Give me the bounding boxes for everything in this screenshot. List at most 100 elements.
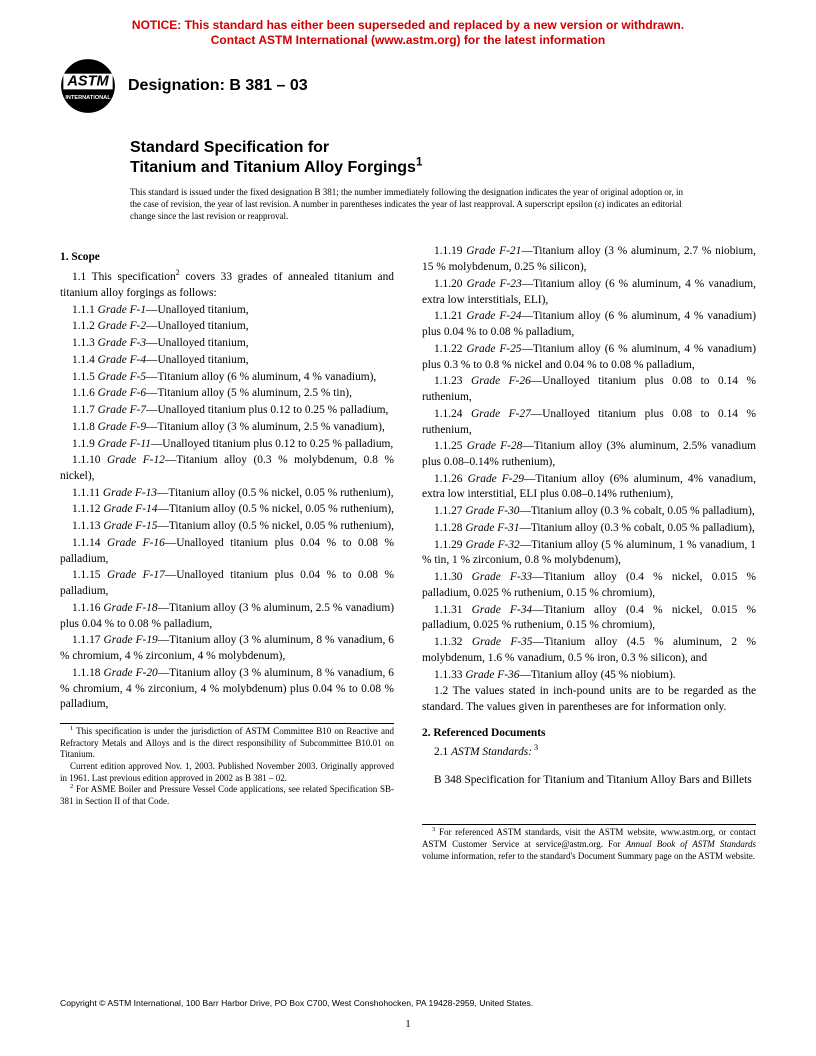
grade-number: 1.1.17 [72,634,103,646]
grade-name: Grade F-7 [98,404,146,416]
grade-name: Grade F-9 [98,421,146,433]
grade-name: Grade F-6 [98,387,146,399]
title-main: Titanium and Titanium Alloy Forgings1 [130,158,756,178]
grade-name: Grade F-35 [472,636,533,648]
grade-name: Grade F-27 [471,408,531,420]
grade-number: 1.1.2 [72,320,98,332]
fn3-i: Annual Book of ASTM Standards [626,839,756,849]
ref-heading: 2. Referenced Documents [422,726,756,742]
scope-heading: 1. Scope [60,250,394,266]
grade-name: Grade F-5 [98,371,146,383]
grade-item: 1.1.16 Grade F-18—Titanium alloy (3 % al… [60,601,394,632]
grade-item: 1.1.8 Grade F-9—Titanium alloy (3 % alum… [60,420,394,436]
grade-item: 1.1.27 Grade F-30—Titanium alloy (0.3 % … [422,504,756,520]
grade-name: Grade F-3 [98,337,146,349]
grade-name: Grade F-26 [471,375,531,387]
grade-number: 1.1.12 [72,503,103,515]
grade-name: Grade F-32 [465,539,519,551]
grade-name: Grade F-14 [103,503,157,515]
grade-number: 1.1.10 [72,454,107,466]
grade-item: 1.1.21 Grade F-24—Titanium alloy (6 % al… [422,309,756,340]
grade-name: Grade F-4 [98,354,146,366]
left-column: 1. Scope 1.1 This specification2 covers … [60,244,394,862]
grade-name: Grade F-16 [107,537,165,549]
footnotes-left: 1 This specification is under the jurisd… [60,723,394,808]
fn3-b: volume information, refer to the standar… [422,851,755,861]
grade-name: Grade F-28 [467,440,523,452]
footnote-1: 1 This specification is under the jurisd… [60,726,394,761]
footnote-3: 3 For referenced ASTM standards, visit t… [422,827,756,862]
grade-name: Grade F-25 [466,343,521,355]
footnote-2: 2 For ASME Boiler and Pressure Vessel Co… [60,784,394,807]
grade-number: 1.1.33 [434,669,465,681]
grade-item: 1.1.24 Grade F-27—Unalloyed titanium plu… [422,407,756,438]
svg-text:ASTM: ASTM [66,73,109,89]
grade-desc: —Titanium alloy (0.5 % nickel, 0.05 % ru… [157,487,394,499]
left-grade-list: 1.1.1 Grade F-1—Unalloyed titanium,1.1.2… [60,303,394,713]
grade-name: Grade F-19 [103,634,157,646]
title-super: 1 [416,157,422,169]
designation: Designation: B 381 – 03 [128,77,308,95]
fn1-text: This specification is under the jurisdic… [60,726,394,759]
grade-item: 1.1.12 Grade F-14—Titanium alloy (0.5 % … [60,502,394,518]
grade-number: 1.1.6 [72,387,98,399]
grade-number: 1.1.22 [434,343,466,355]
title-prefix: Standard Specification for [130,138,756,158]
grade-number: 1.1.32 [434,636,472,648]
grade-number: 1.1.9 [72,438,98,450]
grade-number: 1.1.7 [72,404,98,416]
grade-number: 1.1.5 [72,371,98,383]
ref-item: B 348 Specification for Titanium and Tit… [444,773,756,789]
grade-number: 1.1.29 [434,539,465,551]
grade-number: 1.1.18 [72,667,103,679]
grade-name: Grade F-12 [107,454,165,466]
grade-number: 1.1.1 [72,304,98,316]
grade-desc: —Unalloyed titanium plus 0.12 to 0.25 % … [146,404,388,416]
grade-name: Grade F-18 [103,602,157,614]
grade-item: 1.1.2 Grade F-2—Unalloyed titanium, [60,319,394,335]
grade-item: 1.1.9 Grade F-11—Unalloyed titanium plus… [60,437,394,453]
grade-number: 1.1.15 [72,569,107,581]
grade-desc: —Titanium alloy (45 % niobium). [519,669,675,681]
ref-sub-title: ASTM Standards: [451,746,532,758]
grade-name: Grade F-31 [465,522,519,534]
grade-item: 1.1.15 Grade F-17—Unalloyed titanium plu… [60,568,394,599]
grade-name: Grade F-20 [103,667,157,679]
grade-desc: —Titanium alloy (0.3 % cobalt, 0.05 % pa… [519,522,754,534]
grade-number: 1.1.14 [72,537,107,549]
grade-desc: —Titanium alloy (3 % aluminum, 2.5 % van… [146,421,385,433]
scope-intro-a: 1.1 This specification [72,271,176,283]
grade-item: 1.1.5 Grade F-5—Titanium alloy (6 % alum… [60,370,394,386]
notice-banner: NOTICE: This standard has either been su… [60,18,756,48]
grade-name: Grade F-36 [465,669,519,681]
grade-number: 1.1.16 [72,602,103,614]
title-main-text: Titanium and Titanium Alloy Forgings [130,159,416,176]
page: NOTICE: This standard has either been su… [0,0,816,1056]
grade-name: Grade F-1 [98,304,146,316]
grade-item: 1.1.18 Grade F-20—Titanium alloy (3 % al… [60,666,394,713]
copyright: Copyright © ASTM International, 100 Barr… [60,998,533,1008]
ref-sub: 2.1 ASTM Standards: 3 [422,745,756,761]
grade-name: Grade F-11 [98,438,151,450]
ref-sub-sup: 3 [532,744,538,753]
grade-item: 1.1.13 Grade F-15—Titanium alloy (0.5 % … [60,519,394,535]
notice-line1: NOTICE: This standard has either been su… [132,18,684,32]
grade-number: 1.1.11 [72,487,103,499]
right-column: 1.1.19 Grade F-21—Titanium alloy (3 % al… [422,244,756,862]
grade-item: 1.1.17 Grade F-19—Titanium alloy (3 % al… [60,633,394,664]
grade-desc: —Unalloyed titanium, [146,320,249,332]
grade-desc: —Unalloyed titanium, [146,337,249,349]
grade-desc: —Titanium alloy (0.3 % cobalt, 0.05 % pa… [519,505,754,517]
grade-item: 1.1.26 Grade F-29—Titanium alloy (6% alu… [422,472,756,503]
grade-item: 1.1.11 Grade F-13—Titanium alloy (0.5 % … [60,486,394,502]
grade-name: Grade F-21 [466,245,521,257]
grade-name: Grade F-13 [103,487,157,499]
svg-text:INTERNATIONAL: INTERNATIONAL [65,95,111,101]
grade-number: 1.1.24 [434,408,471,420]
grade-desc: —Unalloyed titanium plus 0.12 to 0.25 % … [151,438,393,450]
grade-name: Grade F-23 [466,278,521,290]
grade-number: 1.1.8 [72,421,98,433]
grade-name: Grade F-30 [465,505,519,517]
grade-item: 1.1.7 Grade F-7—Unalloyed titanium plus … [60,403,394,419]
grade-item: 1.1.33 Grade F-36—Titanium alloy (45 % n… [422,668,756,684]
